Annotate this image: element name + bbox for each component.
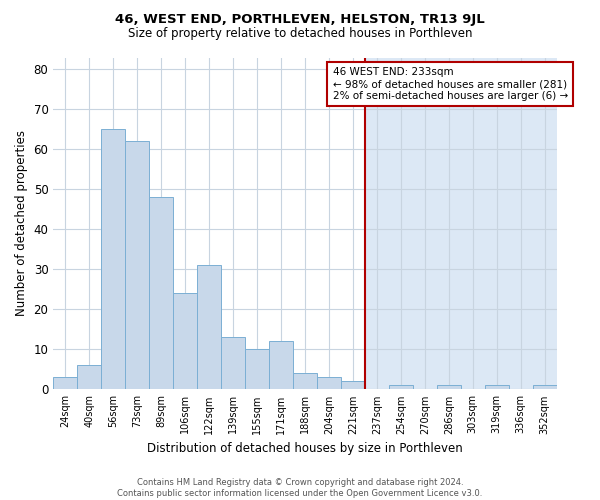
Bar: [293, 374, 317, 390]
Text: 46, WEST END, PORTHLEVEN, HELSTON, TR13 9JL: 46, WEST END, PORTHLEVEN, HELSTON, TR13 …: [115, 12, 485, 26]
Bar: [245, 350, 269, 390]
Text: 46 WEST END: 233sqm
← 98% of detached houses are smaller (281)
2% of semi-detach: 46 WEST END: 233sqm ← 98% of detached ho…: [332, 68, 568, 100]
Bar: [197, 266, 221, 390]
Bar: [269, 342, 293, 390]
Bar: [173, 294, 197, 390]
Bar: [389, 386, 413, 390]
Bar: [437, 386, 461, 390]
Y-axis label: Number of detached properties: Number of detached properties: [15, 130, 28, 316]
Bar: [533, 386, 557, 390]
Bar: [77, 366, 101, 390]
Bar: [341, 382, 365, 390]
Text: Size of property relative to detached houses in Porthleven: Size of property relative to detached ho…: [128, 28, 472, 40]
Bar: [221, 338, 245, 390]
Text: Contains HM Land Registry data © Crown copyright and database right 2024.
Contai: Contains HM Land Registry data © Crown c…: [118, 478, 482, 498]
Bar: [365, 58, 557, 390]
Bar: [485, 386, 509, 390]
Bar: [101, 130, 125, 390]
Bar: [125, 142, 149, 390]
Bar: [53, 378, 77, 390]
X-axis label: Distribution of detached houses by size in Porthleven: Distribution of detached houses by size …: [147, 442, 463, 455]
Bar: [149, 198, 173, 390]
Bar: [317, 378, 341, 390]
